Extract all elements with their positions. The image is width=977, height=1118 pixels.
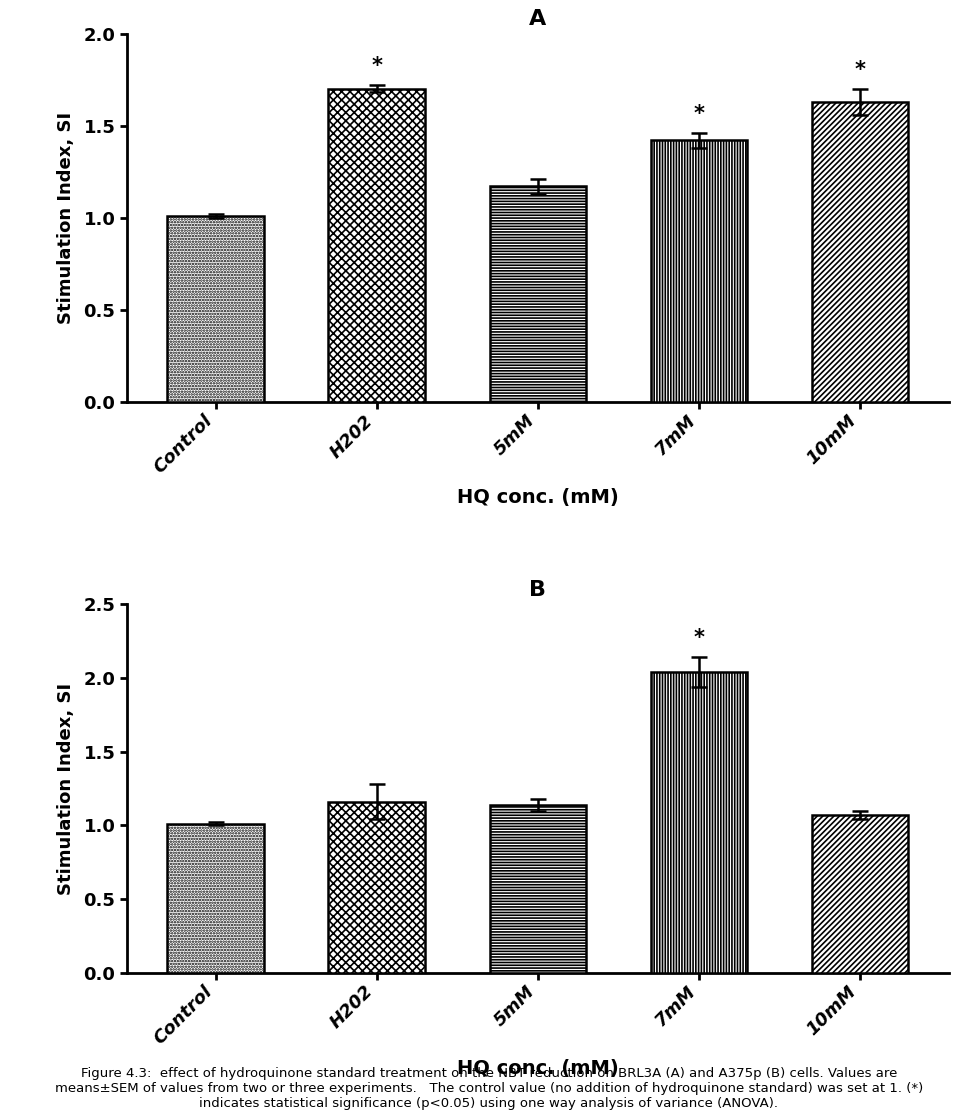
Bar [650, 672, 746, 973]
Bar [811, 815, 908, 973]
X-axis label: HQ conc. (mM): HQ conc. (mM) [456, 489, 618, 508]
Text: *: * [693, 628, 703, 648]
X-axis label: HQ conc. (mM): HQ conc. (mM) [456, 1059, 618, 1078]
Text: *: * [371, 56, 382, 76]
Bar [811, 102, 908, 401]
Bar [328, 802, 425, 973]
Bar [167, 216, 264, 401]
Text: *: * [854, 59, 865, 79]
Text: Figure 4.3:  effect of hydroquinone standard treatment on the NBT reduction on B: Figure 4.3: effect of hydroquinone stand… [55, 1068, 922, 1110]
Bar [489, 805, 585, 973]
Bar [650, 141, 746, 401]
Y-axis label: Stimulation Index, SI: Stimulation Index, SI [57, 682, 75, 894]
Bar [328, 88, 425, 401]
Bar [489, 187, 585, 401]
Text: *: * [693, 104, 703, 124]
Title: A: A [529, 9, 546, 29]
Y-axis label: Stimulation Index, SI: Stimulation Index, SI [57, 112, 75, 324]
Title: B: B [529, 580, 546, 600]
Bar [167, 824, 264, 973]
